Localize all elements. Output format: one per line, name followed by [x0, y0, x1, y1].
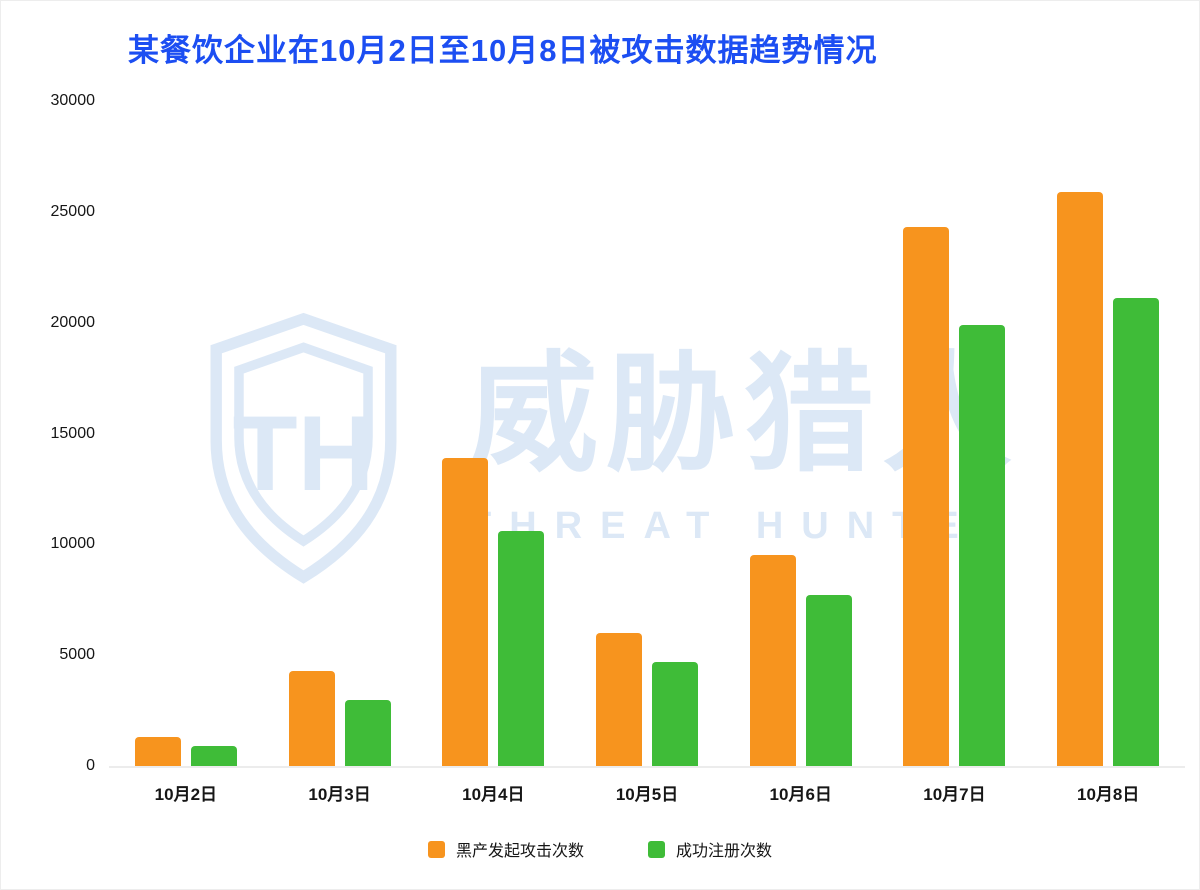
bar-series-0-10月7日 — [903, 227, 950, 766]
legend-swatch-1 — [648, 840, 665, 858]
bar-group — [416, 101, 570, 766]
y-axis-label: 25000 — [50, 202, 96, 220]
legend-label-0: 黑产发起攻击次数 — [455, 843, 584, 860]
bar-group — [263, 101, 417, 766]
x-axis-label: 10月5日 — [615, 785, 679, 804]
x-axis-label: 10月2日 — [154, 785, 218, 804]
y-axis-label: 15000 — [50, 424, 96, 442]
legend-swatch-0 — [427, 840, 445, 858]
plot-area — [109, 101, 1185, 768]
x-axis-label: 10月7日 — [923, 785, 986, 804]
bar-group — [878, 101, 1032, 766]
bar-series-0-10月5日 — [596, 633, 643, 766]
bar-series-1-10月2日 — [190, 746, 237, 766]
bar-series-0-10月2日 — [134, 737, 181, 766]
bar-series-1-10月8日 — [1113, 298, 1160, 766]
bar-series-0-10月3日 — [288, 670, 335, 766]
legend-label-1: 成功注册次数 — [676, 843, 773, 860]
y-axis-label: 30000 — [50, 92, 96, 109]
bar-series-0-10月8日 — [1057, 191, 1104, 766]
bar-group — [109, 101, 263, 766]
x-axis: 10月2日 10月3日 10月4日 10月5日 10月6日 10月7日 10月8日 — [109, 780, 1185, 805]
bar-series-1-10月5日 — [652, 661, 699, 766]
bar-series-0-10月4日 — [442, 457, 489, 766]
y-axis-label: 0 — [86, 757, 95, 774]
bar-group — [724, 101, 878, 766]
x-axis-label: 10月4日 — [462, 785, 525, 804]
bar-group — [1031, 101, 1185, 766]
x-axis-label: 10月6日 — [769, 785, 832, 804]
bar-series-0-10月6日 — [749, 555, 796, 766]
legend-item-1: 成功注册次数 — [648, 837, 772, 861]
legend: 黑产发起攻击次数 成功注册次数 — [1, 837, 1199, 861]
x-axis-label: 10月3日 — [308, 785, 371, 804]
chart-title: 某餐饮企业在10月2日至10月8日被攻击数据趋势情况 — [128, 33, 878, 68]
bar-group — [570, 101, 724, 766]
bar-series-1-10月6日 — [805, 595, 852, 766]
bar-series-1-10月4日 — [498, 531, 545, 766]
legend-item-0: 黑产发起攻击次数 — [427, 837, 584, 861]
bar-series-1-10月3日 — [344, 699, 391, 766]
y-axis-label: 20000 — [50, 313, 96, 331]
y-axis-label: 5000 — [59, 646, 95, 664]
y-axis: 0 5000 10000 15000 20000 25000 30000 — [1, 92, 96, 774]
x-axis-label: 10月8日 — [1076, 785, 1140, 804]
y-axis-label: 10000 — [50, 535, 96, 553]
bar-series-1-10月7日 — [959, 324, 1006, 766]
